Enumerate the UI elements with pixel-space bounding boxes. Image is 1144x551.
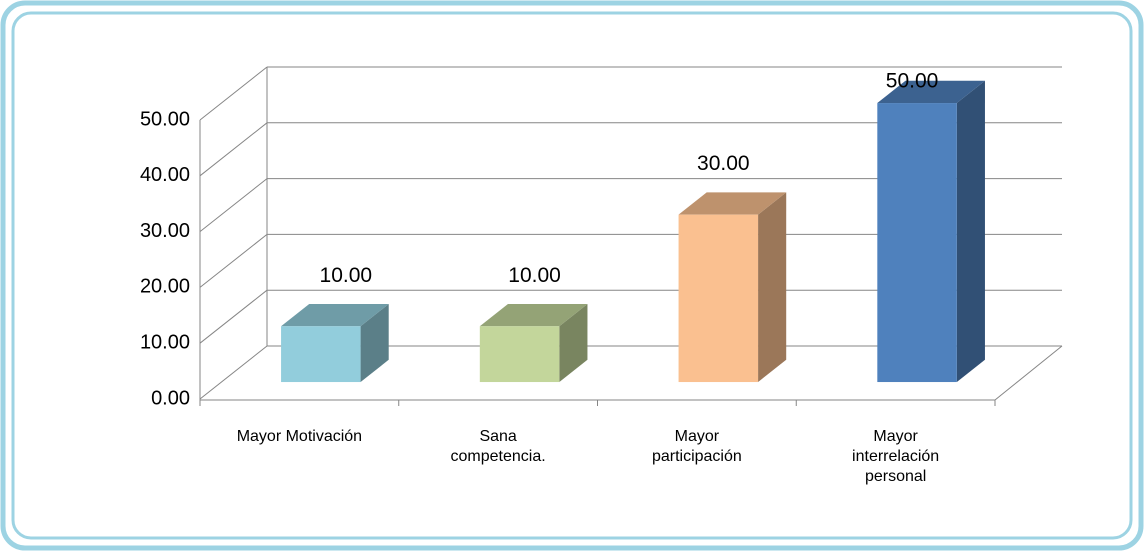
bar-front [678, 214, 759, 383]
floor-right [994, 345, 1063, 401]
x-tick-label: Mayor [873, 428, 918, 445]
y-tick-label: 10.00 [140, 331, 190, 353]
x-tick-label: personal [865, 468, 926, 485]
grid-diagonal [199, 66, 268, 121]
bar-top [877, 80, 985, 104]
grid-diagonal [199, 289, 268, 344]
bar-side [360, 303, 389, 383]
x-tick-label: competencia. [451, 448, 546, 465]
bar [877, 80, 985, 383]
y-tick-label: 40.00 [140, 164, 190, 186]
value-label: 10.00 [508, 264, 561, 287]
bar-side [758, 192, 787, 383]
y-tick-label: 50.00 [140, 108, 190, 130]
bar [678, 192, 787, 383]
y-tick-label: 0.00 [151, 387, 190, 409]
x-tick-label: Mayor Motivación [237, 428, 362, 445]
bar-top [479, 303, 588, 327]
grid-diagonal [199, 234, 268, 288]
bar-front [281, 326, 361, 383]
value-label: 50.00 [886, 70, 939, 93]
value-label: 30.00 [697, 152, 750, 175]
bar-top [281, 303, 389, 327]
bar-side [956, 80, 985, 383]
value-label: 10.00 [320, 264, 373, 287]
bar-top [678, 192, 787, 215]
grid-diagonal [199, 122, 268, 177]
y-tick-label: 30.00 [140, 220, 190, 242]
y-tick-label: 20.00 [140, 276, 190, 298]
x-tick-label: Mayor [675, 428, 720, 445]
bar-front [479, 326, 560, 383]
inner-frame [11, 11, 1133, 540]
bar-side [559, 303, 588, 383]
grid-diagonal [199, 178, 268, 232]
bar [479, 303, 588, 383]
x-tick-label: interrelación [852, 448, 939, 465]
bar [281, 303, 389, 383]
x-tick-label: Sana [479, 428, 516, 445]
grid-diagonal [199, 345, 268, 400]
bar-front [877, 103, 957, 383]
x-tick-label: participación [652, 448, 742, 465]
